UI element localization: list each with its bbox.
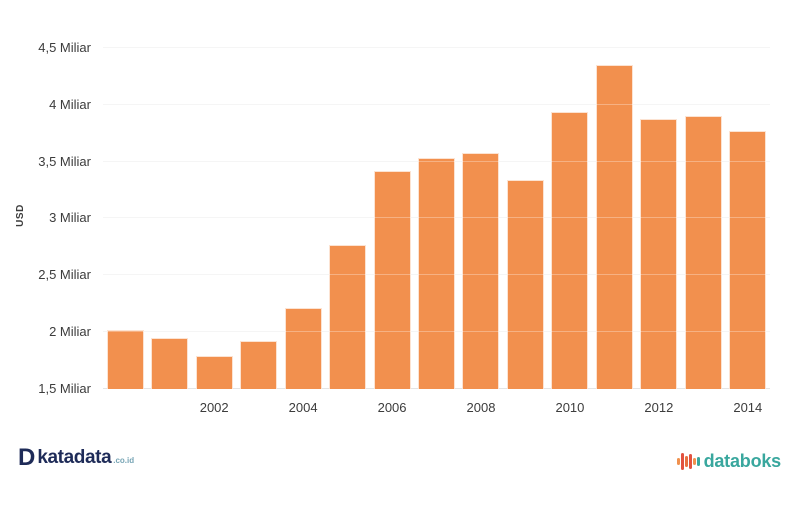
- plot-area: 2002 2004 2006 2008 2010 2012 2014: [103, 47, 770, 415]
- bar-2011[interactable]: [595, 65, 633, 389]
- y-axis-label: 2 Miliar: [49, 324, 91, 339]
- bar-slot: 2004: [281, 48, 325, 415]
- x-axis-label: 2014: [733, 400, 763, 415]
- x-axis-label: 2006: [377, 400, 407, 415]
- databoks-brand-text: databoks: [703, 451, 782, 471]
- katadata-d-icon: D: [18, 444, 36, 471]
- bar-slot: [414, 48, 458, 389]
- bar-slot: [103, 48, 147, 389]
- bar-2013[interactable]: [684, 116, 722, 389]
- y-axis: 1,5 Miliar 2 Miliar 2,5 Miliar 3 Miliar 3,5 …: [0, 40, 91, 396]
- y-axis-label: 4,5 Miliar: [38, 40, 91, 55]
- y-axis-label: 3,5 Miliar: [38, 154, 91, 169]
- bar-2001[interactable]: [151, 337, 189, 389]
- bar-slot: [681, 48, 725, 389]
- bar-2008[interactable]: [462, 152, 500, 389]
- bar-slot: 2006: [370, 48, 414, 415]
- y-axis-label: 2,5 Miliar: [38, 267, 91, 282]
- bar-2012[interactable]: [640, 118, 678, 389]
- bar-slot: 2010: [548, 48, 592, 415]
- grid-line: [103, 47, 770, 48]
- x-axis-label: 2012: [644, 400, 674, 415]
- databoks-logo[interactable]: databoks: [677, 450, 781, 472]
- bar-slot: [325, 48, 369, 389]
- bar-series: 2002 2004 2006 2008 2010 2012 2014: [103, 48, 770, 415]
- x-axis-label: 2002: [199, 400, 229, 415]
- bar-slot: 2012: [637, 48, 681, 415]
- bar-2004[interactable]: [284, 308, 322, 389]
- waveform-icon: [677, 450, 700, 472]
- bar-2002[interactable]: [195, 356, 233, 389]
- bar-2010[interactable]: [551, 111, 589, 389]
- x-axis-label: 2008: [466, 400, 496, 415]
- grid-line: [103, 104, 770, 105]
- bar-2009[interactable]: [506, 179, 544, 389]
- bar-slot: 2002: [192, 48, 236, 415]
- bar-2005[interactable]: [329, 244, 367, 389]
- x-axis-label: 2004: [288, 400, 318, 415]
- bar-slot: 2014: [726, 48, 770, 415]
- katadata-brand-text: katadata: [37, 447, 112, 468]
- y-axis-label: 1,5 Miliar: [38, 381, 91, 396]
- bar-2006[interactable]: [373, 170, 411, 389]
- bar-2014[interactable]: [729, 131, 767, 389]
- bar-2007[interactable]: [418, 158, 456, 389]
- y-axis-label: 4 Miliar: [49, 97, 91, 112]
- bar-slot: 2008: [459, 48, 503, 415]
- bar-slot: [503, 48, 547, 389]
- bar-2000[interactable]: [106, 329, 144, 389]
- katadata-domain-suffix: .co.id: [113, 456, 135, 465]
- bar-slot: [236, 48, 280, 389]
- x-axis-label: 2010: [555, 400, 585, 415]
- bar-slot: [592, 48, 636, 389]
- y-axis-label: 3 Miliar: [49, 210, 91, 225]
- katadata-logo[interactable]: D katadata .co.id: [18, 444, 135, 471]
- bar-2003[interactable]: [240, 341, 278, 389]
- bar-slot: [147, 48, 191, 389]
